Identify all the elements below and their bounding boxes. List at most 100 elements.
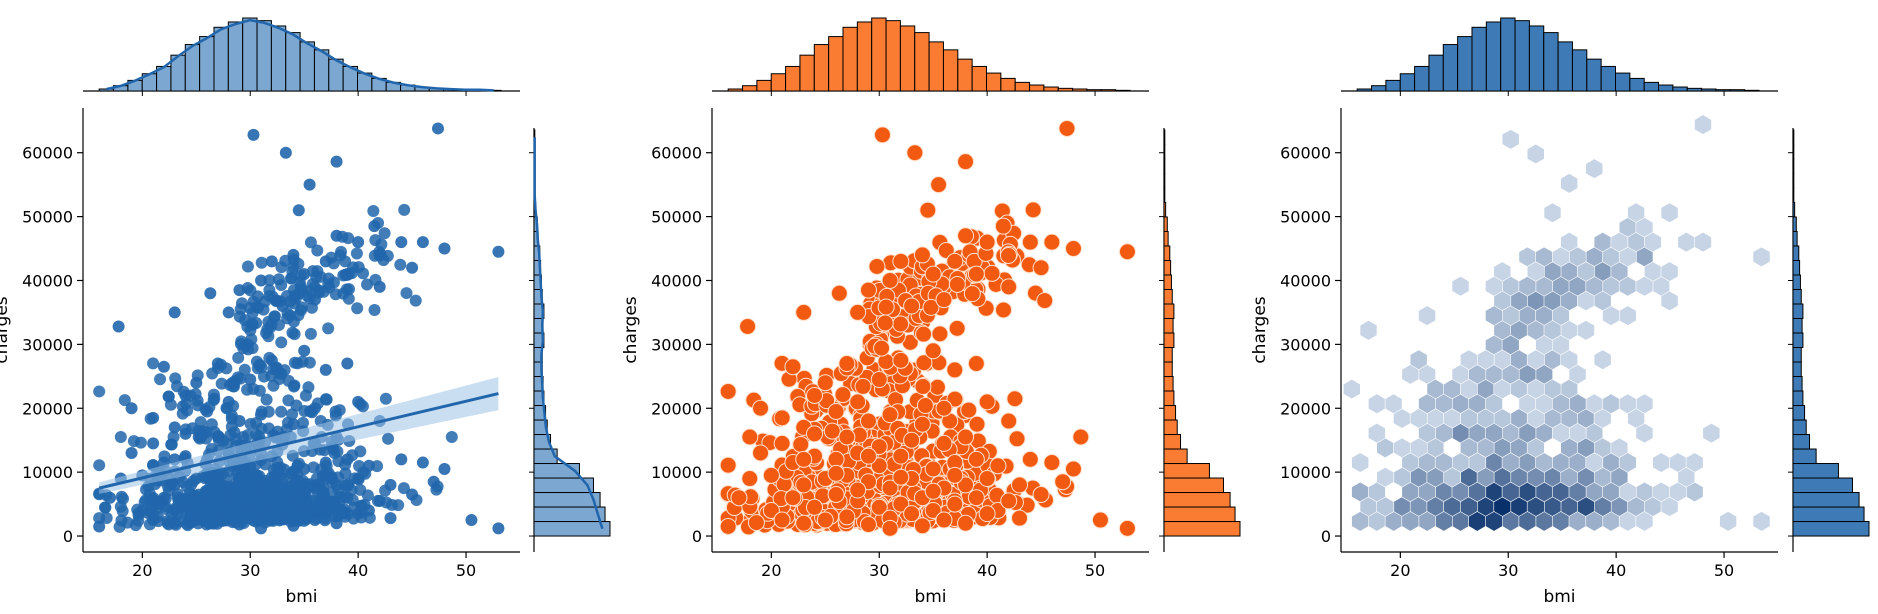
hexbin-cell [1384,393,1403,414]
data-point [892,351,910,369]
data-point [211,357,224,370]
data-point [859,447,877,465]
data-point [233,475,246,488]
data-point [378,227,391,240]
data-point [352,507,365,520]
hexbin-cell [1451,276,1470,297]
y-tick-label: 10000 [22,463,73,482]
data-point [306,277,319,290]
data-point [288,356,301,369]
data-point [1021,233,1039,251]
data-point [311,244,324,257]
data-point [913,415,931,433]
data-point [849,481,867,499]
hexbin-cell [1468,481,1487,503]
top-hist-bar [1385,79,1401,92]
top-hist-bar [285,32,301,92]
data-point [260,393,273,406]
y-tick-label: 30000 [651,335,702,354]
data-point [935,399,953,417]
top-hist-bar [1514,20,1530,92]
data-point [730,489,748,507]
data-point [881,406,899,424]
right-hist-bar [1163,361,1173,378]
y-tick-label: 0 [692,527,702,546]
data-point [303,178,316,191]
top-hist-bar [785,65,801,92]
y-tick-label: 50000 [651,208,702,227]
x-axis-label: bmi [914,587,946,607]
data-point [201,488,214,501]
data-point [233,284,246,297]
right-hist-bar [1792,405,1806,421]
data-point [989,457,1007,475]
right-hist-bar [1792,158,1795,174]
top-hist-bar [199,36,215,92]
data-point [892,495,910,513]
data-point [244,501,257,514]
data-point [919,201,937,219]
data-point [288,328,301,341]
data-point [967,355,985,373]
top-hist-bar [1057,87,1074,92]
hexbin-cell [1434,452,1453,473]
data-point [335,245,348,258]
data-point [784,358,802,376]
hexbin-cell [1660,290,1679,312]
data-point [246,342,259,355]
data-point [1064,460,1082,478]
y-tick-label: 0 [63,527,73,546]
data-point [319,456,332,469]
data-point [147,411,160,424]
top-hist-bar [756,79,772,92]
data-point [287,491,300,504]
data-point [265,255,278,268]
data-point [290,399,303,412]
data-point [308,482,321,495]
data-point [179,389,192,402]
top-hist-bar [242,17,258,92]
data-point [935,291,953,309]
hexbin-cell [1585,511,1604,532]
data-point [93,385,106,398]
data-point [397,482,410,495]
x-tick-label: 40 [348,561,368,580]
data-point [957,514,975,532]
data-point [265,471,278,484]
data-point [232,351,245,364]
right-hist-bar [1163,158,1166,174]
top-hist-bar [914,32,930,92]
right-hist-bar [533,463,580,479]
hexbin-cell [1677,467,1696,488]
right-hist-bar [1792,463,1839,479]
data-point [190,514,203,527]
hexbin-cell [1485,276,1503,297]
data-point [319,255,332,268]
data-point [859,281,877,299]
right-hist-bar [1163,405,1177,421]
data-point [168,517,181,530]
data-point [935,511,953,529]
y-tick-label: 20000 [1280,399,1331,418]
data-point [1091,511,1109,529]
hexbin-cell [1351,511,1369,532]
hexbin-cell [1526,349,1545,370]
data-point [946,390,964,408]
top-hist-bar [1571,49,1588,92]
data-point [298,485,311,498]
x-tick-label: 20 [1390,561,1410,580]
hexbin-cell [1585,158,1604,179]
data-point [915,325,933,343]
hexbin-cell [1501,481,1520,503]
data-point [877,298,895,316]
y-tick-label: 10000 [651,463,702,482]
data-point [292,204,305,217]
data-point [379,392,392,405]
hexbin-cell [1618,305,1637,326]
top-hist-bar [313,49,330,92]
hexbin-cell [1752,246,1771,268]
data-point [431,122,444,135]
top-hist-bar [1414,65,1430,92]
data-point [849,303,867,321]
